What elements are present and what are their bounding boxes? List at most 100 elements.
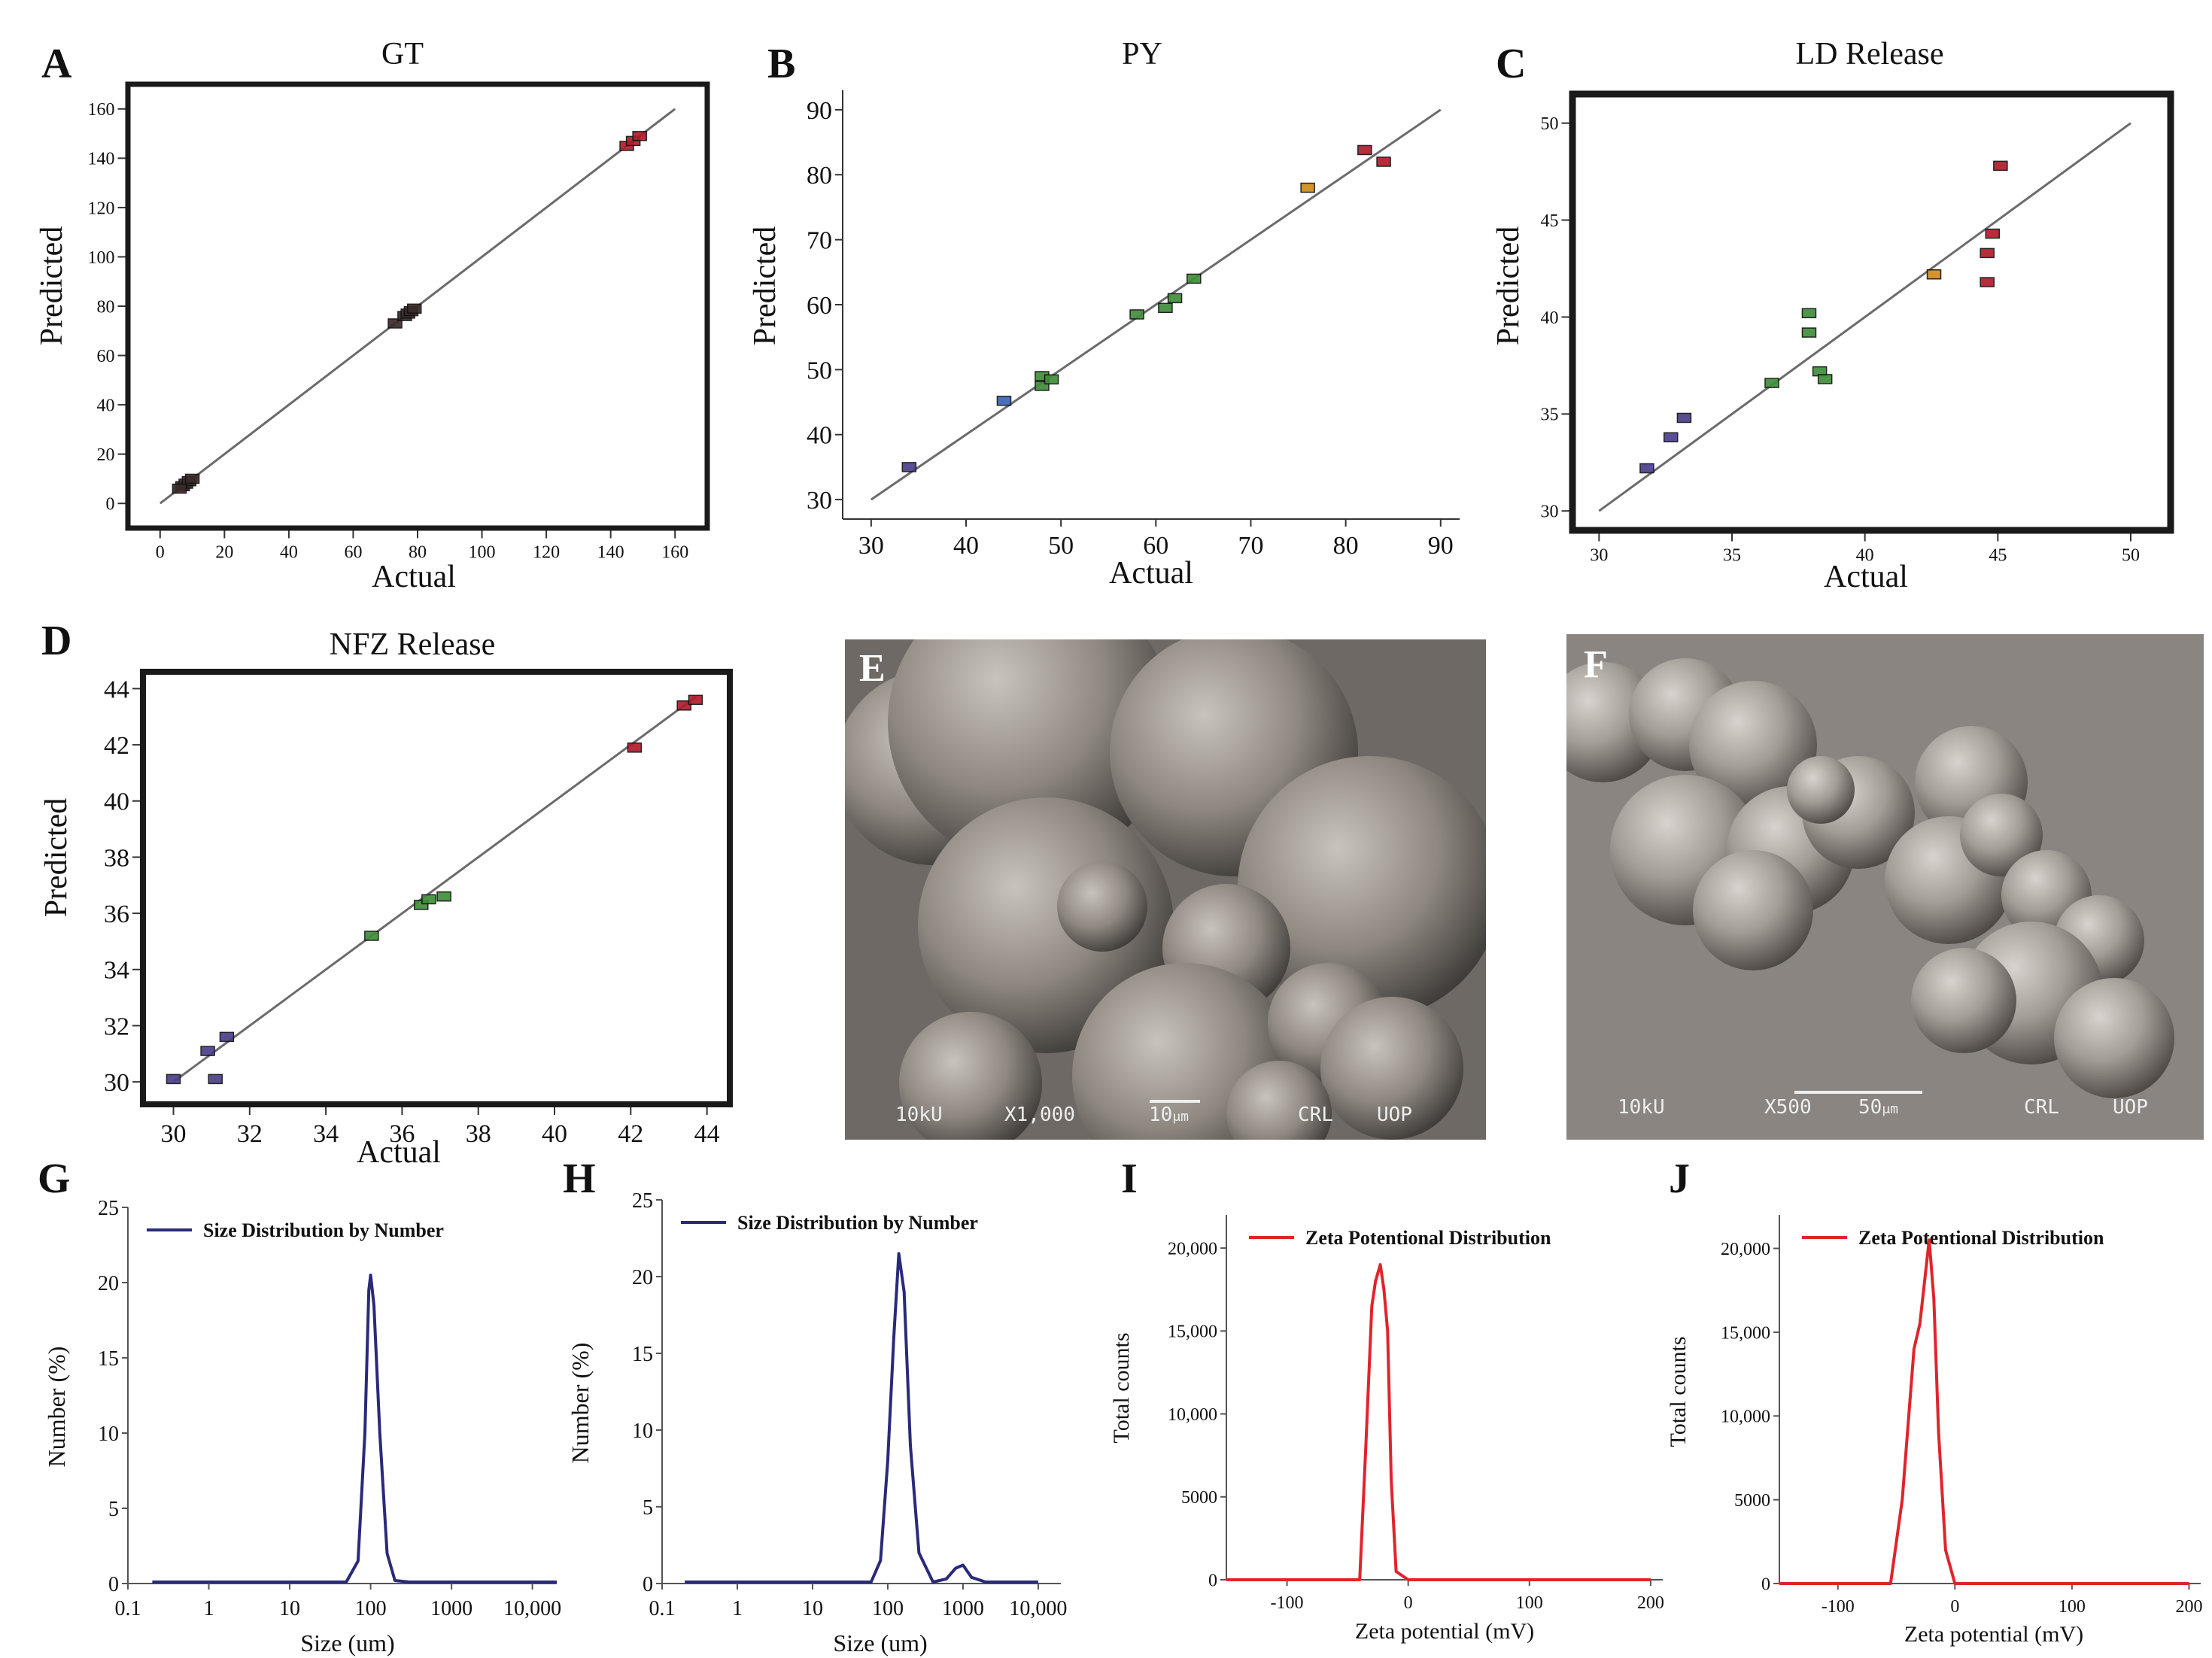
panel-a-xtick-label: 140: [597, 543, 624, 563]
panel-c-xtick-label: 40: [1856, 546, 1874, 566]
panel-d: D NFZ Release Actual Predicted 30 32 34 36 3…: [39, 618, 733, 1170]
panel-c-letter: C: [1496, 41, 1526, 87]
panel-c-data-point: [1801, 327, 1817, 338]
panel-a-ylabel: Predicted: [35, 226, 69, 346]
panel-i-ylabel: Total counts: [1109, 1332, 1134, 1443]
panel-d-frame: [140, 669, 733, 1107]
panel-a-xtick-label: 20: [215, 543, 233, 563]
panel-i-ytick-label: 0: [1208, 1571, 1217, 1590]
panel-a-ytick-label: 160: [88, 100, 115, 120]
panel-c-title: LD Release: [1795, 37, 1943, 71]
panel-b-xtick-label: 30: [858, 532, 884, 560]
panel-c-xtick-label: 50: [2122, 546, 2140, 566]
panel-a-xtick-label: 40: [280, 543, 298, 563]
panel-i-series-line: [1226, 1263, 1651, 1581]
panel-b-xtick-label: 70: [1238, 532, 1263, 560]
panel-a-data-point: [184, 473, 200, 484]
panel-j-letter: J: [1669, 1155, 1690, 1202]
panel-b-ytick-label: 60: [807, 292, 832, 320]
panel-b-ytick-label: 30: [807, 487, 832, 515]
panel-j-legend-label: Zeta Potentional Distribution: [1858, 1227, 2104, 1249]
panel-c-xtick-label: 35: [1723, 546, 1741, 566]
panel-b-xtick-label: 50: [1048, 532, 1074, 560]
panel-f-letter: F: [1584, 643, 1608, 686]
panel-i-xtick-label: 200: [1637, 1593, 1664, 1613]
panel-b-xtick-label: 60: [1143, 532, 1168, 560]
panel-b-ytick-label: 50: [807, 357, 832, 384]
panel-c-ytick-label: 35: [1541, 405, 1559, 425]
panel-a-data-point: [172, 483, 187, 494]
panel-i-xtick-label: 0: [1404, 1593, 1413, 1613]
panel-g-series-line: [152, 1274, 557, 1584]
panel-j-plot: -100 0 100 200 0 5000 10,000 15,000 20,000 Zeta P…: [1721, 1215, 2202, 1617]
panel-a-xtick-label: 80: [409, 543, 427, 563]
panel-g-letter: G: [38, 1155, 71, 1202]
panel-g-ytick-label: 15: [98, 1347, 119, 1371]
panel-d-data-point: [436, 891, 451, 902]
panel-j-xlabel: Zeta potential (mV): [1904, 1622, 2083, 1647]
panel-c-ytick-label: 30: [1541, 503, 1559, 522]
panel-b-data-point: [1129, 309, 1144, 320]
panel-e-micrograph: E 10kU X1,000 10μm CRL UOP: [845, 639, 1486, 1140]
panel-a-letter: A: [41, 41, 72, 87]
panel-j: J Zeta potential (mV) Total counts -100 0…: [1666, 1155, 2202, 1647]
panel-c-data-point: [1926, 269, 1942, 280]
panel-j-ylabel: Total counts: [1666, 1336, 1691, 1447]
panel-a-ytick-label: 100: [88, 248, 115, 268]
panel-h-xtick-label: 100: [872, 1597, 904, 1620]
panel-d-ytick-label: 30: [104, 1069, 129, 1097]
panel-d-xtick-label: 44: [694, 1120, 720, 1148]
panel-c-fit-line: [1598, 122, 2131, 512]
panel-i-xtick-label: -100: [1271, 1593, 1304, 1613]
panel-d-data-point: [676, 700, 691, 711]
panel-e-scale-label: 10μm: [1149, 1104, 1189, 1126]
panel-b-fit-line: [870, 108, 1442, 501]
panel-i-ytick-label: 15,000: [1168, 1322, 1217, 1342]
panel-a-ytick-label: 140: [88, 150, 115, 169]
panel-d-ytick-label: 42: [104, 732, 129, 760]
panel-d-xtick-label: 42: [618, 1120, 643, 1148]
panel-j-series-line: [1779, 1238, 2189, 1585]
panel-f-lab: CRL: [2024, 1096, 2059, 1119]
panel-h-xlabel: Size (um): [833, 1629, 927, 1656]
panel-g-ylabel: Number (%): [43, 1347, 70, 1468]
panel-a-data-point: [387, 318, 403, 329]
panel-b-xtick-label: 40: [953, 532, 979, 560]
panel-a-title: GT: [381, 37, 424, 71]
panel-d-data-point: [219, 1031, 235, 1043]
panel-b-title: PY: [1122, 37, 1162, 71]
panel-g-plot: 0.1 1 10 100 1000 10,000 0 5 10 15 20 25 Size Distri…: [98, 1197, 561, 1620]
panel-b-ytick-label: 90: [807, 97, 832, 125]
panel-h-ytick-label: 5: [643, 1496, 653, 1520]
panel-e-voltage: 10kU: [895, 1104, 943, 1126]
panel-g-xtick-label: 10,000: [503, 1597, 561, 1620]
panel-d-ytick-label: 38: [104, 844, 129, 872]
panel-d-xtick-label: 34: [313, 1120, 339, 1148]
panel-b-data-point: [1376, 156, 1391, 167]
panel-a-xlabel: Actual: [372, 560, 456, 594]
panel-d-xtick-label: 40: [542, 1120, 567, 1148]
panel-d-ylabel: Predicted: [39, 798, 74, 918]
panel-c-data-point: [1764, 378, 1779, 388]
panel-a-ytick-label: 60: [97, 347, 115, 366]
panel-c-data-point: [1980, 277, 1995, 287]
panel-c-ytick-label: 45: [1541, 211, 1559, 231]
panel-d-data-point: [421, 894, 436, 905]
panel-b-data-point: [1187, 273, 1202, 284]
panel-e-letter: E: [859, 647, 886, 690]
panel-e-lab: CRL: [1298, 1104, 1333, 1126]
panel-b-ytick-label: 70: [807, 227, 832, 255]
panel-i-ytick-label: 5000: [1181, 1488, 1217, 1508]
panel-d-xtick-label: 30: [161, 1120, 187, 1148]
panel-b-letter: B: [767, 41, 795, 87]
panel-f-voltage: 10kU: [1618, 1096, 1665, 1119]
panel-j-xtick-label: 200: [2175, 1597, 2202, 1617]
panel-h-series-line: [685, 1252, 1038, 1584]
panel-d-plot: 30 32 34 36 38 40 42 44 30 32 34 36 38 40 42 44: [104, 669, 733, 1148]
panel-c-xtick-label: 45: [1989, 546, 2007, 566]
panel-g-xtick-label: 10: [279, 1597, 300, 1620]
panel-a-frame: [125, 81, 710, 531]
panel-f-org: UOP: [2113, 1096, 2148, 1119]
panel-i-xlabel: Zeta potential (mV): [1355, 1619, 1534, 1644]
panel-c-data-point: [1801, 308, 1817, 319]
